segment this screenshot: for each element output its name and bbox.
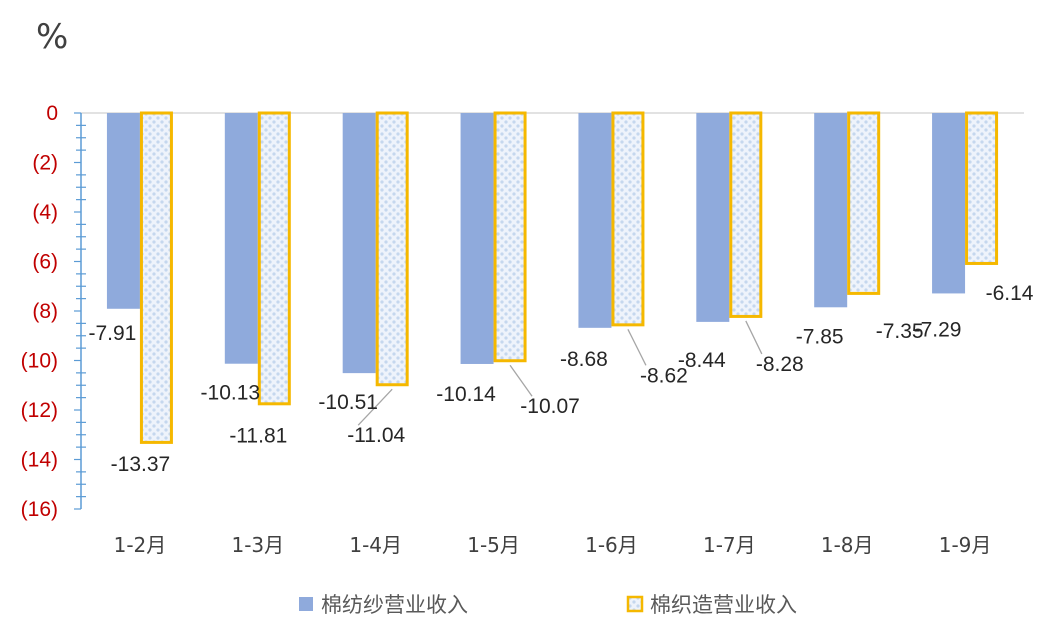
y-tick-label: (8) [32, 300, 58, 323]
x-tick-label: 1-2月 [114, 533, 167, 557]
bar-cotton-yarn [578, 113, 612, 328]
axes: 0 (2) (4) (6) (8) (10) (12) (14) (16) 1-2月 1-3月 1-4… [21, 102, 1024, 557]
x-tick-label: 1-9月 [939, 533, 992, 557]
bar-cotton-yarn [460, 113, 494, 364]
y-tick-label: (6) [32, 251, 58, 274]
data-label-cotton-weaving: -6.14 [986, 282, 1034, 305]
x-tick-label: 1-7月 [703, 533, 756, 557]
y-tick-label: (16) [21, 498, 58, 521]
data-label-cotton-weaving: -13.37 [111, 453, 171, 476]
unit-label: % [36, 17, 68, 57]
y-tick-label: (14) [21, 449, 58, 472]
data-label-cotton-yarn: -8.68 [560, 348, 608, 371]
data-labels: -7.91 -13.37 -10.13 -11.81 -10.51 -11.04 -10.1… [89, 282, 1034, 476]
bar-cotton-yarn [342, 113, 376, 374]
leader-line [509, 364, 533, 397]
bar-cotton-weaving [847, 111, 881, 295]
legend-swatch-cotton-weaving [626, 595, 644, 613]
bar-cotton-yarn [814, 113, 848, 308]
legend-label-cotton-yarn: 棉纺纱营业收入 [321, 593, 468, 617]
bar-cotton-yarn [106, 113, 140, 309]
data-label-cotton-yarn: -7.85 [796, 325, 844, 348]
bar-cotton-weaving [375, 111, 409, 387]
y-tick-label: (12) [21, 399, 58, 422]
legend-label-cotton-weaving: 棉织造营业收入 [650, 593, 797, 617]
bar-cotton-yarn [932, 113, 966, 294]
bar-cotton-yarn [224, 113, 258, 364]
data-label-cotton-weaving: -10.07 [520, 395, 580, 418]
data-label-cotton-weaving: -11.81 [229, 424, 287, 447]
x-tick-label: 1-3月 [231, 533, 284, 557]
data-label-cotton-yarn: -10.13 [201, 382, 261, 405]
data-label-cotton-yarn: -7.91 [89, 322, 137, 345]
legend-swatch-cotton-yarn [299, 597, 313, 611]
bar-cotton-yarn [696, 113, 730, 322]
x-tick-label: 1-5月 [467, 533, 520, 557]
y-tick-label: (10) [21, 350, 58, 373]
x-tick-label: 1-8月 [821, 533, 874, 557]
data-label-cotton-weaving: -8.62 [640, 364, 688, 387]
leader-line [357, 388, 393, 426]
bars [106, 111, 999, 444]
leader-line [627, 329, 647, 366]
x-tick-label: 1-4月 [349, 533, 402, 557]
data-label-cotton-yarn: -7.29 [914, 318, 962, 341]
bar-cotton-weaving [139, 111, 173, 444]
data-label-cotton-yarn: -10.14 [436, 383, 496, 406]
y-tick-label: (2) [32, 152, 58, 175]
legend: 棉纺纱营业收入 棉织造营业收入 [299, 593, 797, 617]
x-tick-label: 1-6月 [585, 533, 638, 557]
bar-cotton-weaving [493, 111, 527, 363]
data-label-cotton-weaving: -8.28 [756, 353, 804, 376]
data-label-cotton-weaving: -7.35 [876, 320, 924, 343]
data-label-cotton-yarn: -8.44 [678, 349, 726, 372]
leader-lines [357, 320, 763, 426]
leader-line [745, 320, 763, 355]
bar-cotton-weaving [729, 111, 763, 318]
y-tick-label: 0 [46, 102, 58, 125]
bar-cotton-weaving [611, 111, 645, 327]
y-tick-label: (4) [32, 201, 58, 224]
data-label-cotton-weaving: -11.04 [347, 424, 405, 447]
data-label-cotton-yarn: -10.51 [318, 391, 378, 414]
bar-cotton-weaving [965, 111, 999, 265]
bar-cotton-weaving [257, 111, 291, 406]
